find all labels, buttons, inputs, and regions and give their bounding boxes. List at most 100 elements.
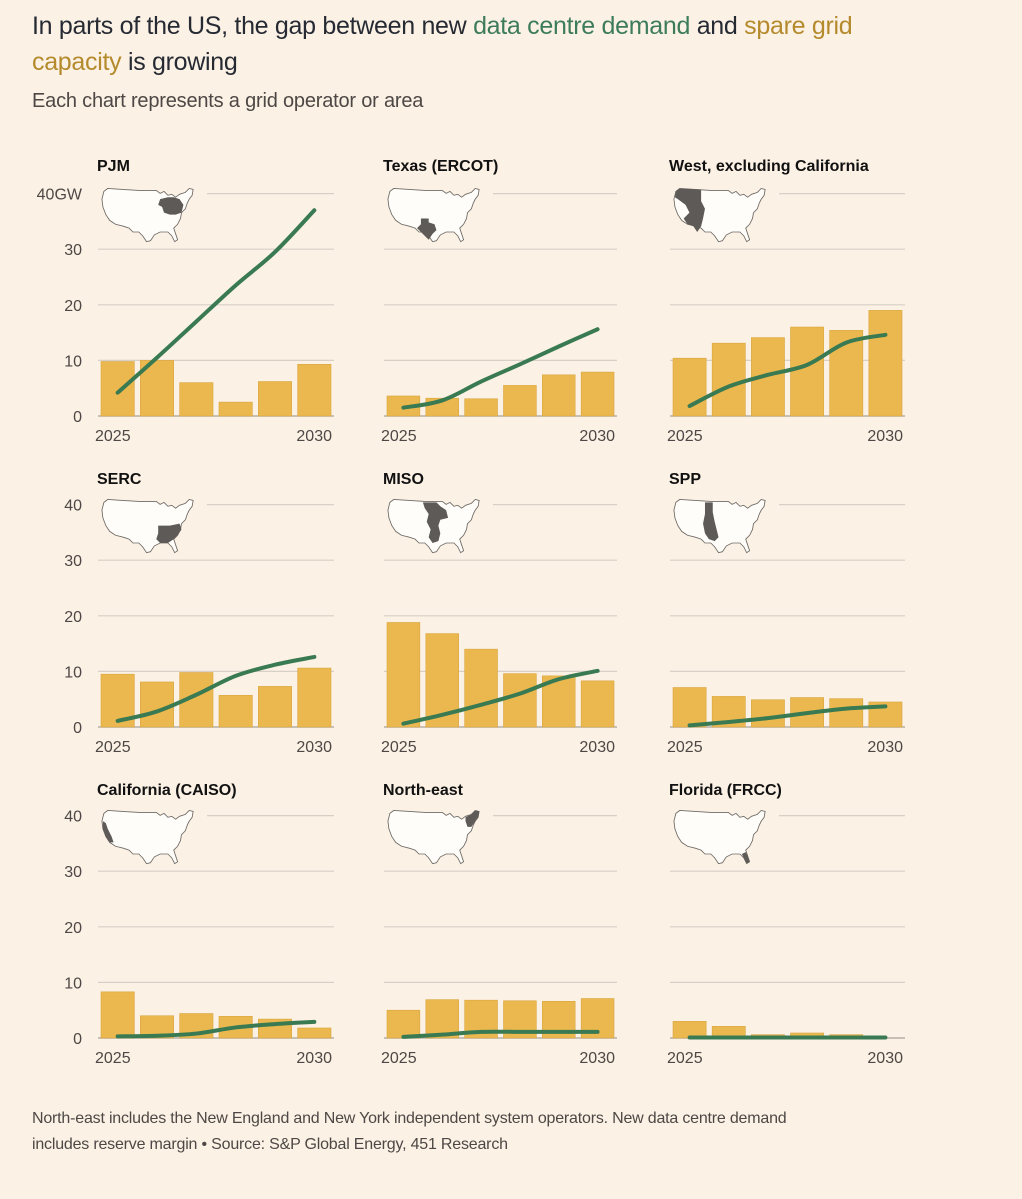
capacity-bar bbox=[580, 371, 615, 417]
y-tick-label: 40GW bbox=[37, 187, 83, 204]
footnote-source: includes reserve margin • Source: S&P Gl… bbox=[32, 1136, 508, 1153]
y-tick-label: 40 bbox=[64, 809, 82, 826]
title-demand-highlight: data centre demand bbox=[473, 12, 691, 40]
y-tick-label: 20 bbox=[64, 609, 82, 626]
region-map-icon bbox=[387, 499, 480, 554]
y-tick-label: 30 bbox=[64, 242, 82, 259]
x-tick-label: 2025 bbox=[667, 739, 703, 756]
panel-title: California (CAISO) bbox=[97, 782, 237, 799]
demand-line bbox=[401, 668, 600, 726]
x-tick-label: 2025 bbox=[381, 739, 417, 756]
panel-title: Florida (FRCC) bbox=[669, 782, 782, 799]
panel-title: West, excluding California bbox=[669, 158, 869, 175]
x-tick-label: 2030 bbox=[867, 428, 903, 445]
capacity-bar bbox=[297, 363, 332, 417]
title-part-3: is growing bbox=[121, 48, 238, 76]
capacity-bar bbox=[218, 695, 253, 728]
demand-line bbox=[687, 332, 888, 408]
demand-line bbox=[115, 654, 317, 723]
capacity-bar bbox=[503, 673, 537, 728]
demand-line bbox=[401, 1029, 600, 1039]
y-tick-label: 0 bbox=[73, 720, 82, 737]
title-part-2: and bbox=[690, 12, 745, 40]
capacity-bar bbox=[425, 999, 459, 1039]
capacity-bar bbox=[503, 385, 537, 417]
us-outline bbox=[101, 188, 194, 243]
capacity-bar bbox=[179, 382, 214, 417]
region-highlight bbox=[156, 523, 182, 543]
capacity-bar bbox=[140, 1015, 174, 1039]
x-tick-label: 2025 bbox=[95, 1050, 131, 1067]
capacity-bar bbox=[580, 680, 615, 728]
x-tick-label: 2025 bbox=[667, 428, 703, 445]
x-tick-label: 2030 bbox=[867, 1050, 903, 1067]
panel-title: PJM bbox=[97, 158, 130, 175]
us-outline bbox=[387, 810, 480, 865]
demand-line bbox=[115, 208, 317, 395]
region-map-icon bbox=[387, 810, 480, 865]
capacity-bar bbox=[386, 1009, 421, 1039]
region-map-icon bbox=[387, 188, 480, 243]
capacity-bar bbox=[386, 622, 421, 728]
chart-title: In parts of the US, the gap between new … bbox=[32, 8, 932, 80]
panel-title: MISO bbox=[383, 471, 424, 488]
x-tick-label: 2030 bbox=[579, 739, 615, 756]
capacity-bar bbox=[218, 401, 253, 417]
y-tick-label: 30 bbox=[64, 553, 82, 570]
panel-title: Texas (ERCOT) bbox=[383, 158, 498, 175]
panel-west: West, excluding California 2025 2030 bbox=[667, 158, 905, 445]
capacity-bar bbox=[464, 398, 498, 417]
x-tick-label: 2030 bbox=[579, 428, 615, 445]
y-tick-label: 0 bbox=[73, 1031, 82, 1048]
capacity-bar bbox=[297, 667, 332, 728]
x-tick-label: 2030 bbox=[296, 739, 332, 756]
x-tick-label: 2025 bbox=[381, 1050, 417, 1067]
region-map-icon bbox=[101, 499, 194, 554]
x-tick-label: 2025 bbox=[667, 1050, 703, 1067]
capacity-bar bbox=[140, 681, 174, 728]
y-tick-label: 10 bbox=[64, 975, 82, 992]
region-map-icon bbox=[673, 499, 766, 554]
y-tick-label: 0 bbox=[73, 409, 82, 426]
capacity-bar bbox=[258, 381, 292, 417]
region-highlight bbox=[158, 197, 184, 215]
x-tick-label: 2025 bbox=[95, 739, 131, 756]
capacity-bar bbox=[542, 374, 576, 417]
demand-line bbox=[115, 1019, 317, 1039]
capacity-bar bbox=[829, 698, 864, 728]
y-tick-label: 30 bbox=[64, 864, 82, 881]
capacity-bar bbox=[100, 361, 135, 417]
panel-ercot: Texas (ERCOT) 2025 2030 bbox=[381, 158, 617, 445]
y-tick-label: 20 bbox=[64, 920, 82, 937]
region-map-icon bbox=[101, 188, 194, 243]
panel-title: North-east bbox=[383, 782, 464, 799]
us-outline bbox=[387, 188, 480, 243]
panel-frcc: Florida (FRCC) 2025 2030 bbox=[667, 782, 905, 1067]
region-map-icon bbox=[101, 810, 194, 865]
footnote: North-east includes the New England and … bbox=[32, 1106, 932, 1158]
y-tick-label: 20 bbox=[64, 298, 82, 315]
region-highlight bbox=[674, 188, 705, 232]
x-tick-label: 2025 bbox=[381, 428, 417, 445]
us-outline bbox=[101, 810, 194, 865]
region-map-icon bbox=[673, 810, 766, 865]
chart-subtitle: Each chart represents a grid operator or… bbox=[32, 90, 424, 112]
x-tick-label: 2030 bbox=[296, 428, 332, 445]
us-outline bbox=[673, 499, 766, 554]
capacity-bar bbox=[672, 687, 707, 728]
capacity-bar bbox=[464, 648, 498, 728]
demand-line bbox=[687, 704, 888, 728]
capacity-bar bbox=[258, 686, 292, 728]
x-tick-label: 2025 bbox=[95, 428, 131, 445]
panel-title: SERC bbox=[97, 471, 142, 488]
x-tick-label: 2030 bbox=[296, 1050, 332, 1067]
panel-title: SPP bbox=[669, 471, 701, 488]
capacity-bar bbox=[711, 342, 746, 417]
capacity-bar bbox=[100, 991, 135, 1039]
us-outline bbox=[673, 810, 766, 865]
region-highlight bbox=[102, 821, 114, 843]
x-tick-label: 2030 bbox=[579, 1050, 615, 1067]
